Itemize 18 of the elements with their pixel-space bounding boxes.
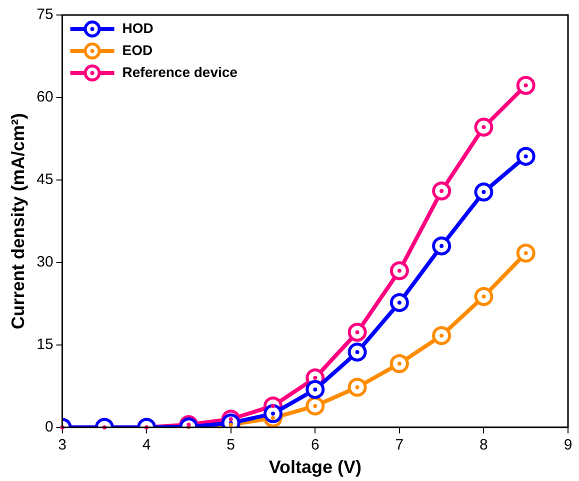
legend-label: Reference device bbox=[122, 64, 238, 80]
x-tick-label: 6 bbox=[310, 436, 320, 454]
x-tick-label: 5 bbox=[226, 436, 236, 454]
y-tick-label: 75 bbox=[36, 6, 54, 24]
legend-label: EOD bbox=[122, 42, 153, 58]
x-tick-label: 9 bbox=[564, 436, 572, 454]
x-tick-label: 7 bbox=[395, 436, 404, 454]
y-axis-title: Current density (mA/cm²) bbox=[8, 113, 28, 330]
legend-label: HOD bbox=[122, 20, 154, 36]
x-axis-title: Voltage (V) bbox=[268, 457, 362, 478]
x-tick-label: 3 bbox=[58, 436, 66, 454]
y-tick-label: 60 bbox=[36, 88, 54, 106]
x-tick-label: 8 bbox=[480, 436, 488, 454]
x-tick-label: 4 bbox=[142, 436, 151, 454]
y-tick-label: 30 bbox=[36, 254, 54, 271]
y-tick-label: 0 bbox=[44, 418, 54, 436]
y-tick-label: 15 bbox=[36, 336, 54, 354]
y-tick-label: 45 bbox=[36, 171, 54, 188]
